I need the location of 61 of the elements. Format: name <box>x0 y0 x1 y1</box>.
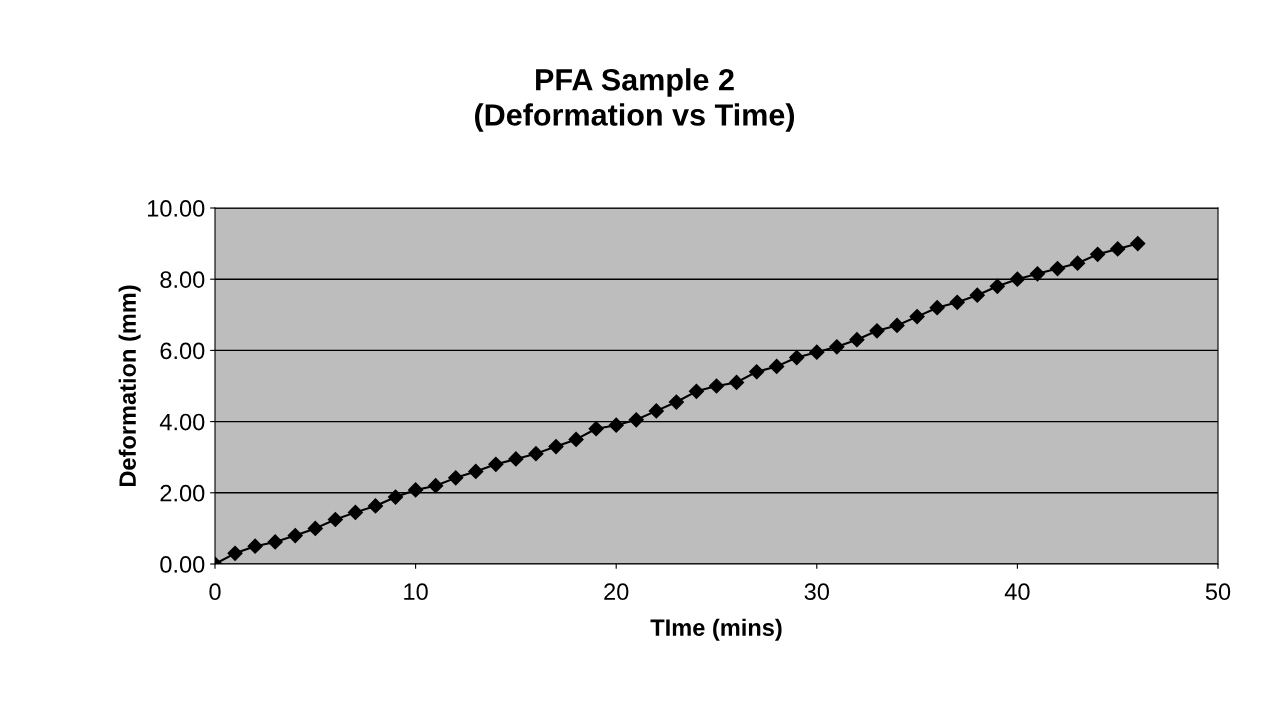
point <box>588 421 604 437</box>
point <box>728 374 745 391</box>
y-tick-label: 0.00 <box>160 556 205 573</box>
point <box>347 504 363 520</box>
y-tick-label: 6.00 <box>160 342 205 360</box>
point <box>267 534 283 550</box>
point <box>929 300 945 316</box>
point <box>468 463 484 480</box>
point <box>969 287 985 303</box>
point <box>508 451 524 467</box>
point <box>227 545 243 561</box>
point <box>889 317 905 334</box>
x-tick-label: 30 <box>804 583 830 601</box>
x-tick-label: 40 <box>1004 583 1030 601</box>
x-tick-label: 0 <box>209 583 221 601</box>
point <box>287 527 303 544</box>
point <box>949 294 965 310</box>
point <box>608 417 624 433</box>
point <box>909 309 925 325</box>
point <box>548 438 564 455</box>
x-tick-label: 50 <box>1205 583 1231 601</box>
point <box>387 489 404 505</box>
point <box>1110 241 1126 257</box>
point <box>568 431 584 447</box>
point <box>809 344 825 360</box>
point <box>688 383 705 399</box>
point <box>528 446 544 462</box>
point <box>769 358 785 374</box>
point <box>849 332 865 348</box>
point <box>628 412 644 428</box>
x-tick-label: 20 <box>604 583 629 601</box>
point <box>247 538 263 554</box>
y-axis-title: Deformation (mm) <box>118 285 141 487</box>
point <box>1029 266 1046 282</box>
point <box>408 482 424 498</box>
point <box>1130 236 1146 252</box>
point <box>307 520 323 536</box>
point <box>448 470 464 486</box>
point <box>1090 246 1106 262</box>
x-axis-title: TIme (mins) <box>650 618 782 641</box>
point <box>327 511 343 528</box>
point <box>488 456 504 472</box>
y-tick-label: 8.00 <box>160 271 205 288</box>
point <box>668 394 684 410</box>
point <box>1070 255 1086 271</box>
x-tick-label: 10 <box>404 583 428 601</box>
point <box>367 498 384 514</box>
y-tick-label: 4.00 <box>159 413 205 431</box>
chart-title: PFA Sample 2 (Deformation vs Time) <box>475 68 795 132</box>
y-tick-label: 2.00 <box>160 484 205 502</box>
point <box>789 349 805 366</box>
point <box>1049 260 1066 277</box>
point <box>829 339 845 355</box>
y-tick-label: 10.00 <box>148 200 205 217</box>
point <box>708 378 725 394</box>
point <box>1009 271 1025 287</box>
point <box>749 364 765 380</box>
point <box>648 403 664 419</box>
point <box>869 323 885 339</box>
point <box>989 278 1005 294</box>
point <box>428 478 444 494</box>
